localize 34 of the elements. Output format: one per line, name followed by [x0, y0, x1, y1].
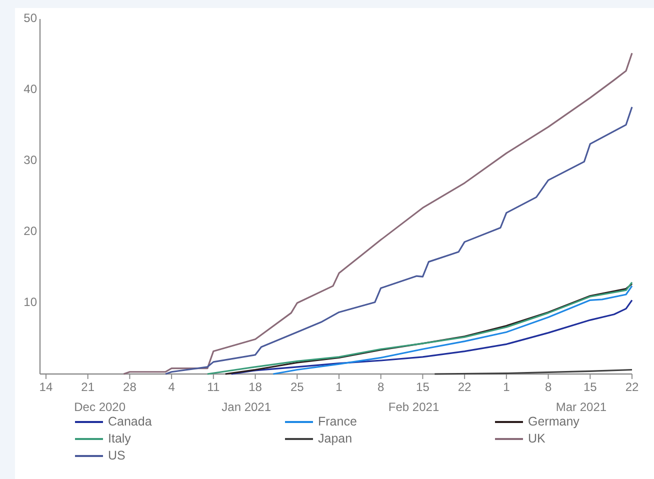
x-tick-label: 1: [503, 380, 510, 394]
legend-label: Japan: [318, 431, 352, 446]
legend-label: Italy: [108, 431, 132, 446]
text: Feb 2021: [388, 400, 440, 414]
y-tick-label: 10: [24, 295, 38, 310]
text: Jan 2021: [222, 400, 272, 414]
x-tick-label: 22: [458, 380, 472, 394]
x-tick-label: 11: [207, 380, 220, 394]
x-tick-label: 4: [168, 380, 176, 394]
legend-label: Germany: [528, 414, 580, 428]
y-tick-label: 40: [24, 82, 38, 96]
y-tick-label: 50: [24, 11, 38, 26]
y-tick-label: 30: [24, 153, 38, 168]
line-series: [230, 299, 633, 375]
x-tick-label: 22: [625, 380, 639, 394]
x-tick-label: 21: [81, 380, 95, 394]
text: Dec 2020: [74, 400, 126, 414]
x-tick-label: 15: [583, 380, 598, 394]
line-series: [164, 106, 633, 375]
text: Mar 2021: [556, 400, 607, 414]
x-tick-label: 18: [248, 380, 262, 394]
x-tick-label: 25: [290, 380, 304, 394]
x-tick-label: 8: [378, 380, 385, 394]
legend-label: US: [108, 448, 126, 462]
legend-label: Canada: [108, 414, 152, 428]
x-tick-label: 1: [336, 380, 343, 394]
x-tick-label: 14: [39, 380, 53, 394]
line-series: [122, 52, 633, 375]
legend-label: UK: [528, 431, 546, 446]
legend-label: France: [318, 414, 357, 428]
x-tick-label: 28: [123, 380, 137, 394]
y-tick-label: 20: [24, 224, 38, 238]
x-tick-label: 8: [544, 380, 552, 394]
x-tick-label: 15: [416, 380, 430, 394]
